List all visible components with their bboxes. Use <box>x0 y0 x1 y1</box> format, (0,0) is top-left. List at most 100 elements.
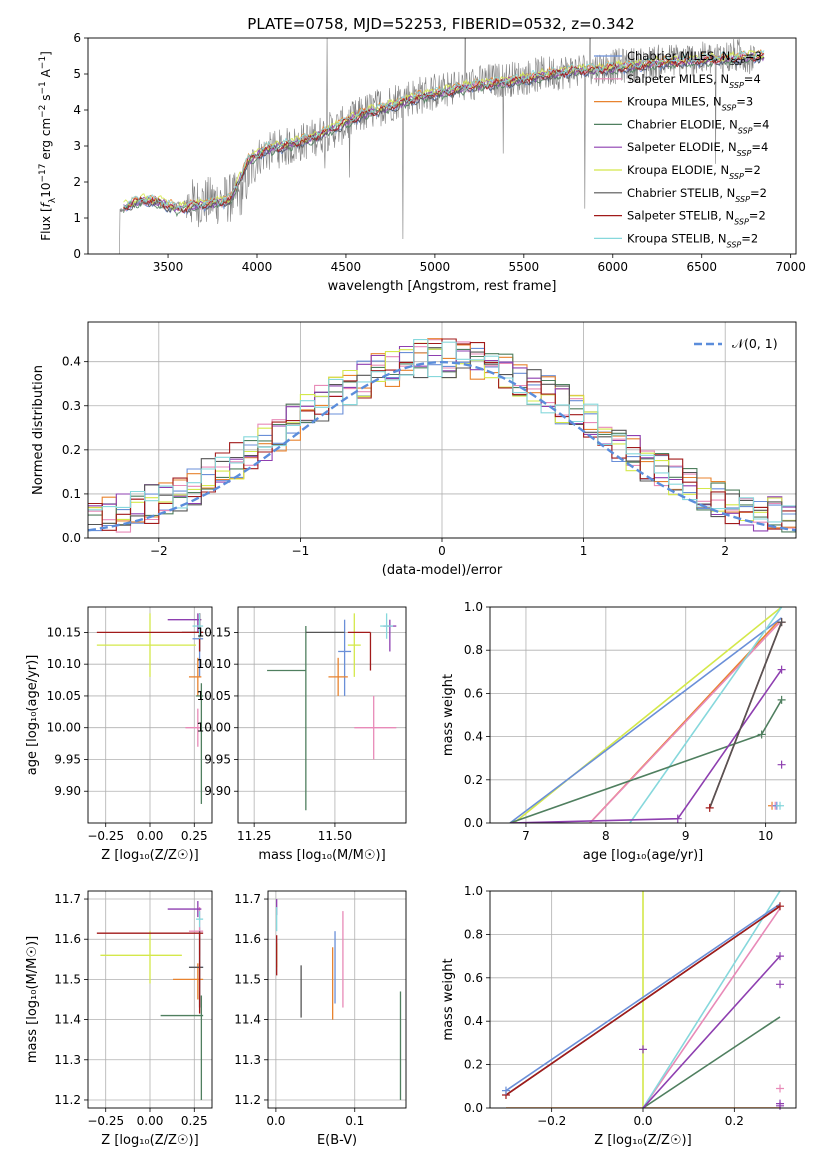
x-tick-label: 6000 <box>598 260 629 274</box>
y-tick-label: 0.2 <box>464 773 483 787</box>
y-tick-label: 0.2 <box>464 1058 483 1072</box>
y-axis-label-part: λ <box>48 197 58 203</box>
x-axis-label: age [log₁₀(age/yr)] <box>583 848 704 863</box>
legend-label: Kroupa STELIB, NSSP=2 <box>627 231 758 249</box>
y-axis-label-part: s <box>39 94 53 104</box>
y-tick-label: 11.6 <box>54 932 81 946</box>
y-tick-label: 1 <box>73 211 81 225</box>
x-tick-label: 0 <box>438 544 446 558</box>
error-bar-point <box>100 931 182 984</box>
x-tick-label: 0.25 <box>181 829 208 843</box>
age-vs-Z-axes: −0.25 0.00 0.25 9.90 9.95 10.00 10.05 10.10 10.1… <box>25 607 212 863</box>
error-bar-point <box>167 901 202 918</box>
y-axis-label-part: Flux [ <box>39 207 53 240</box>
legend-label: Chabrier ELODIE, NSSP=4 <box>627 117 769 135</box>
y-tick-label: 9.90 <box>204 784 231 798</box>
legend-label: Kroupa MILES, NSSP=3 <box>627 95 753 113</box>
legend-label: 𝒩(0, 1) <box>732 336 778 351</box>
y-tick-label: 0.4 <box>464 730 483 744</box>
x-axis-label: mass [log₁₀(M/M☉)] <box>258 848 385 863</box>
weight-marker <box>639 1045 647 1054</box>
weight-marker <box>776 902 785 911</box>
y-tick-label: 11.5 <box>54 972 81 986</box>
weight-marker <box>776 1084 785 1093</box>
spectrum-plot-area <box>114 38 765 254</box>
y-tick-label: 10.00 <box>47 721 81 735</box>
weight-marker <box>757 730 766 739</box>
y-axis-label-part: ] <box>39 51 53 56</box>
residual-histogram <box>88 338 796 531</box>
age-vs-mass-plot-area <box>267 613 397 811</box>
legend-nssp: 4 <box>753 72 760 86</box>
error-bar-point <box>328 657 348 696</box>
x-tick-label: 2 <box>721 544 729 558</box>
error-bar-point <box>185 708 202 747</box>
weight-line <box>509 617 783 823</box>
error-bar-point <box>96 613 197 677</box>
y-tick-label: 0.4 <box>62 355 81 369</box>
error-bar-point <box>347 613 361 677</box>
weight-marker <box>776 801 785 810</box>
weight-line <box>505 905 781 1096</box>
y-tick-label: 3 <box>73 139 81 153</box>
x-tick-label: 5500 <box>509 260 540 274</box>
error-bar-point <box>160 995 204 1100</box>
model-spectrum-line <box>123 49 765 212</box>
y-tick-label: 9.95 <box>204 752 231 766</box>
error-bar-point <box>196 911 204 928</box>
x-tick-label: −0.2 <box>537 1114 566 1128</box>
observed-spectrum <box>114 38 756 254</box>
y-tick-label: 0.0 <box>464 816 483 830</box>
y-tick-label: 0.0 <box>464 1101 483 1115</box>
legend-nssp: 2 <box>760 186 767 200</box>
x-tick-label: 11.25 <box>237 829 271 843</box>
error-bar-point <box>380 613 394 639</box>
y-tick-label: 11.3 <box>54 1053 81 1067</box>
x-tick-label: 7000 <box>775 260 806 274</box>
weight-marker <box>501 1086 510 1095</box>
x-tick-label: −1 <box>292 544 310 558</box>
mass-vs-Z-frame <box>87 890 213 1109</box>
x-tick-label: 0.00 <box>137 1114 164 1128</box>
legend-nssp: 4 <box>762 117 769 131</box>
legend-label: Kroupa ELODIE, NSSP=2 <box>627 163 761 181</box>
error-bar-point <box>347 631 372 671</box>
x-axis-label: (data-model)/error <box>382 563 503 578</box>
weight-line <box>642 1016 781 1108</box>
x-tick-label: −0.25 <box>87 829 124 843</box>
error-bar-point <box>192 613 204 639</box>
legend-label: Chabrier STELIB, NSSP=2 <box>627 186 767 204</box>
weight-vs-age-frame <box>489 606 797 824</box>
figure-title: PLATE=0758, MJD=52253, FIBERID=0532, z=0… <box>247 15 634 33</box>
legend-model-name: Salpeter STELIB <box>627 209 718 223</box>
y-tick-label: 11.7 <box>234 892 261 906</box>
x-tick-label: 0.2 <box>725 1114 744 1128</box>
legend-nssp: 2 <box>758 209 765 223</box>
error-bar-point <box>173 963 204 1000</box>
legend-model-name: Kroupa ELODIE <box>627 163 713 177</box>
weight-line <box>642 891 781 1108</box>
weight-vs-age-axes: 7 8 9 10 0.0 0.2 0.4 0.6 0.8 1.0 age [log₁₀(age/yr… <box>441 600 796 863</box>
y-axis-label: age [log₁₀(age/yr)] <box>25 655 40 776</box>
mass-vs-ebv-plot-area <box>276 899 402 1100</box>
y-tick-label: 6 <box>73 31 81 45</box>
weight-line <box>629 607 783 823</box>
y-tick-label: 11.2 <box>234 1093 261 1107</box>
weight-marker <box>705 803 714 812</box>
x-axis-label: E(B-V) <box>317 1133 357 1148</box>
spectrum-axes: 3500 4000 4500 5000 5500 6000 6500 70000123456w… <box>38 31 806 294</box>
y-tick-label: 11.3 <box>234 1053 261 1067</box>
residuals-plot-area <box>88 338 796 533</box>
x-tick-label: 0.1 <box>345 1114 364 1128</box>
x-tick-label: 9 <box>682 829 690 843</box>
weight-line <box>642 955 781 1108</box>
y-tick-label: 10.15 <box>47 625 81 639</box>
age-vs-Z-frame <box>87 606 213 824</box>
y-tick-label: 0.0 <box>62 531 81 545</box>
y-axis-label: mass [log₁₀(M/M☉)] <box>25 936 40 1063</box>
error-bar-point <box>267 626 307 811</box>
y-tick-label: 9.90 <box>54 784 81 798</box>
legend-label: Chabrier MILES, NSSP=3 <box>627 49 762 67</box>
legend-model-name: Salpeter ELODIE <box>627 140 721 154</box>
y-tick-label: 1.0 <box>464 884 483 898</box>
